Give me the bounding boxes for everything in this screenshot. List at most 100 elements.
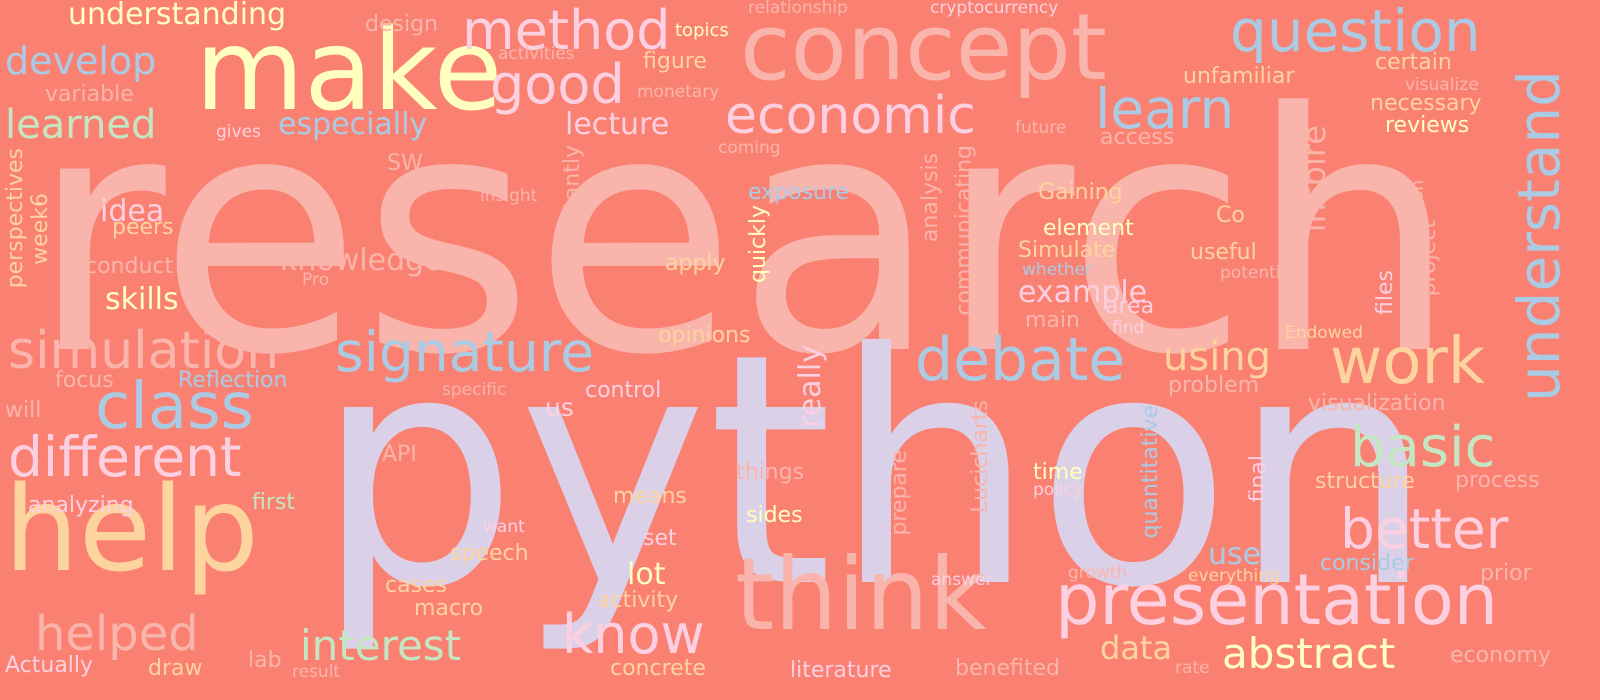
word-draw: draw — [148, 656, 203, 681]
word-structure: structure — [1315, 469, 1415, 494]
word-use: use — [1208, 537, 1262, 572]
word-answer: answer — [931, 570, 993, 590]
word-area: area — [1105, 294, 1155, 319]
word-future: future — [1015, 118, 1067, 138]
word-idea: idea — [100, 194, 165, 229]
word-control: control — [585, 378, 662, 403]
word-main: main — [1025, 308, 1080, 333]
word-gives: gives — [216, 122, 261, 142]
word-prior: prior — [1480, 561, 1532, 586]
word-topics: topics — [675, 20, 729, 41]
word-perspectives: perspectives — [3, 148, 28, 289]
word-access: access — [1100, 125, 1175, 150]
word-analyzing: analyzing — [28, 493, 134, 518]
word-learn: learn — [1095, 77, 1235, 141]
word-quantitative: quantitative — [1138, 405, 1163, 539]
word-specific: specific — [442, 380, 507, 400]
word-rate: rate — [1175, 658, 1210, 678]
word-focus: focus — [55, 368, 114, 393]
word-concept: concept — [740, 0, 1107, 101]
word-abstract: abstract — [1222, 629, 1396, 678]
word-debate: debate — [915, 325, 1126, 395]
word-variable: variable — [45, 82, 134, 107]
word-lucicharts: Lucicharts — [968, 400, 993, 513]
word-endowed: Endowed — [1285, 323, 1363, 343]
word-sw: SW — [387, 151, 423, 176]
word-benefited: benefited — [955, 656, 1060, 681]
word-activity: activity — [597, 588, 679, 613]
word-reviews: reviews — [1385, 113, 1470, 138]
word-cases: cases — [385, 573, 448, 598]
word-macro: macro — [414, 596, 484, 621]
word-set: set — [643, 526, 677, 551]
word-better: better — [1340, 497, 1509, 561]
word-economy: economy — [1450, 643, 1551, 668]
word-economic: economic — [725, 86, 976, 146]
word-gaining: Gaining — [1038, 180, 1123, 205]
word-exposure: exposure — [748, 180, 850, 205]
word-actually: Actually — [5, 653, 94, 678]
word-growth: growth — [1068, 563, 1128, 583]
word-concrete: concrete — [610, 656, 706, 681]
word-analysis: analysis — [918, 153, 943, 243]
word-help: help — [4, 460, 260, 598]
word-quickly: quickly — [746, 205, 771, 283]
word-visualization: visualization — [1308, 391, 1446, 416]
word-develop: develop — [5, 39, 157, 83]
word-monetary: monetary — [637, 82, 720, 102]
word-conduct: conduct — [85, 254, 174, 279]
word-understanding: understanding — [68, 0, 287, 32]
word-data: data — [1100, 629, 1173, 667]
word-us: us — [545, 393, 574, 422]
word-consider: consider — [1320, 551, 1414, 576]
word-lecture: lecture — [565, 107, 670, 142]
word-method: method — [462, 0, 671, 62]
word-interest: interest — [300, 621, 462, 670]
word-find: find — [1112, 318, 1145, 338]
word-time: time — [1033, 460, 1083, 485]
word-con: Con — [1408, 180, 1428, 214]
word-lab: lab — [248, 648, 282, 673]
word-peers: peers — [112, 215, 174, 240]
word-everything: everything — [1188, 566, 1280, 586]
word-know: know — [562, 603, 705, 666]
word-good: good — [490, 53, 625, 116]
word-sides: sides — [746, 503, 803, 528]
word-really: really — [793, 345, 828, 428]
word-speech: speech — [450, 541, 529, 566]
word-useful: useful — [1190, 240, 1257, 265]
word-means: means — [613, 484, 687, 509]
word-week6: week6 — [28, 193, 53, 265]
word-unfamiliar: unfamiliar — [1183, 64, 1295, 89]
word-certain: certain — [1375, 50, 1452, 75]
word-class: class — [95, 370, 254, 444]
word-visualize: visualize — [1405, 75, 1479, 95]
word-question: question — [1230, 0, 1481, 65]
word-research: research — [30, 43, 1458, 427]
word-understand: understand — [1505, 70, 1573, 402]
word-think: think — [735, 536, 987, 653]
word-helped: helped — [35, 606, 199, 662]
word-will: will — [5, 398, 42, 423]
word-make: make — [195, 6, 503, 136]
word-learned: learned — [5, 102, 157, 148]
word-basic: basic — [1350, 415, 1496, 480]
word-project: project — [1416, 220, 1441, 297]
word-element: element — [1043, 216, 1134, 241]
word-things: things — [736, 460, 805, 485]
word-want: want — [483, 517, 525, 537]
word-opinions: opinions — [658, 323, 751, 348]
word-problem: problem — [1168, 373, 1260, 398]
word-knowledge: knowledge — [280, 243, 443, 278]
word-presentation: presentation — [1055, 559, 1499, 641]
word-work: work — [1330, 325, 1485, 399]
word-insight: insight — [480, 186, 538, 206]
word-pro: Pro — [302, 270, 329, 290]
word-co: Co — [1216, 203, 1245, 228]
word-apply: apply — [665, 251, 726, 276]
word-activities: activities — [498, 44, 575, 64]
word-cryptocurrency: cryptocurrency — [930, 0, 1059, 18]
word-inspire: inspire — [1295, 125, 1333, 233]
word-potential: potential — [1220, 263, 1296, 283]
